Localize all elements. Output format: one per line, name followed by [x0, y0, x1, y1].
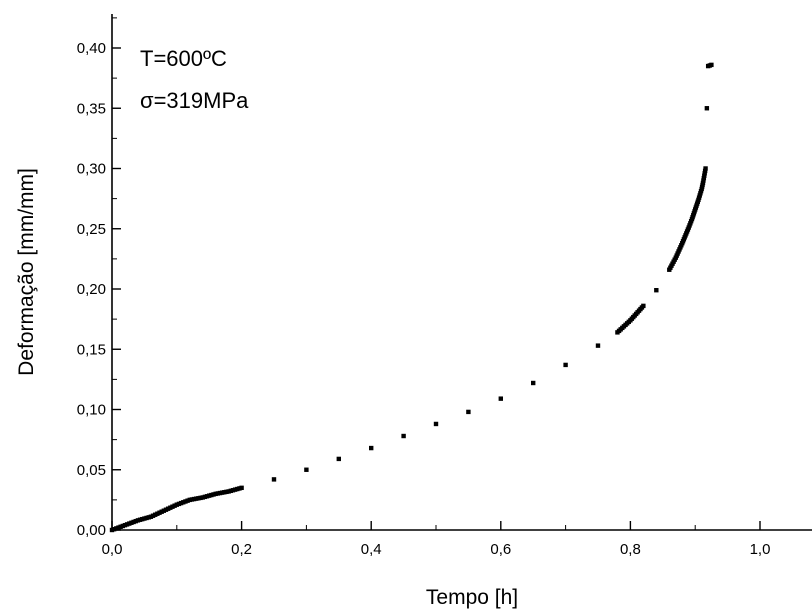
data-point — [704, 106, 710, 111]
data-point — [336, 456, 341, 462]
y-tick-label: 0,25 — [77, 221, 106, 238]
y-tick-label: 0,30 — [77, 161, 106, 178]
y-axis-title: Deformação [mm/mm] — [15, 168, 38, 376]
data-point — [701, 178, 706, 183]
x-tick-label: 0,2 — [231, 541, 252, 558]
x-tick-label: 0,0 — [102, 541, 123, 558]
x-axis-title: Tempo [h] — [426, 586, 518, 609]
x-tick-label: 0,6 — [490, 541, 511, 558]
annotation-stress: σ=319MPa — [140, 88, 249, 113]
data-point — [369, 445, 374, 451]
data-point — [702, 171, 707, 176]
data-point — [654, 288, 659, 293]
data-point — [702, 173, 707, 178]
y-tick-label: 0,10 — [77, 402, 106, 419]
data-point — [433, 421, 439, 427]
y-tick-label: 0,35 — [77, 100, 106, 117]
data-point — [641, 303, 646, 309]
x-tick-label: 1,0 — [750, 541, 771, 558]
y-tick-label: 0,40 — [77, 40, 106, 57]
data-point — [466, 409, 471, 415]
data-point — [531, 380, 536, 386]
y-tick-label: 0,05 — [77, 462, 106, 479]
data-point — [595, 343, 601, 348]
y-tick-label: 0,20 — [77, 281, 106, 298]
data-points — [109, 62, 714, 533]
data-point — [703, 166, 708, 171]
data-point — [700, 180, 706, 186]
data-point — [498, 396, 503, 401]
y-ticks: 0,00 0,05 0,10 0,15 0,20 0,25 0,30 0,35 0,40 — [77, 17, 121, 539]
data-point — [702, 168, 708, 174]
data-point — [304, 467, 309, 472]
y-tick-label: 0,15 — [77, 341, 106, 358]
y-tick-label: 0,00 — [77, 522, 106, 539]
data-point — [701, 175, 707, 181]
x-tick-label: 0,4 — [361, 541, 382, 558]
x-ticks: 0,0 0,2 0,4 0,6 0,8 1,0 — [102, 521, 771, 558]
data-point — [401, 433, 406, 439]
data-point — [271, 477, 277, 482]
data-point — [239, 485, 244, 491]
data-point — [563, 362, 568, 368]
x-tick-label: 0,8 — [620, 541, 641, 558]
data-point — [709, 62, 714, 68]
annotation-temperature: T=600ºC — [140, 46, 227, 71]
